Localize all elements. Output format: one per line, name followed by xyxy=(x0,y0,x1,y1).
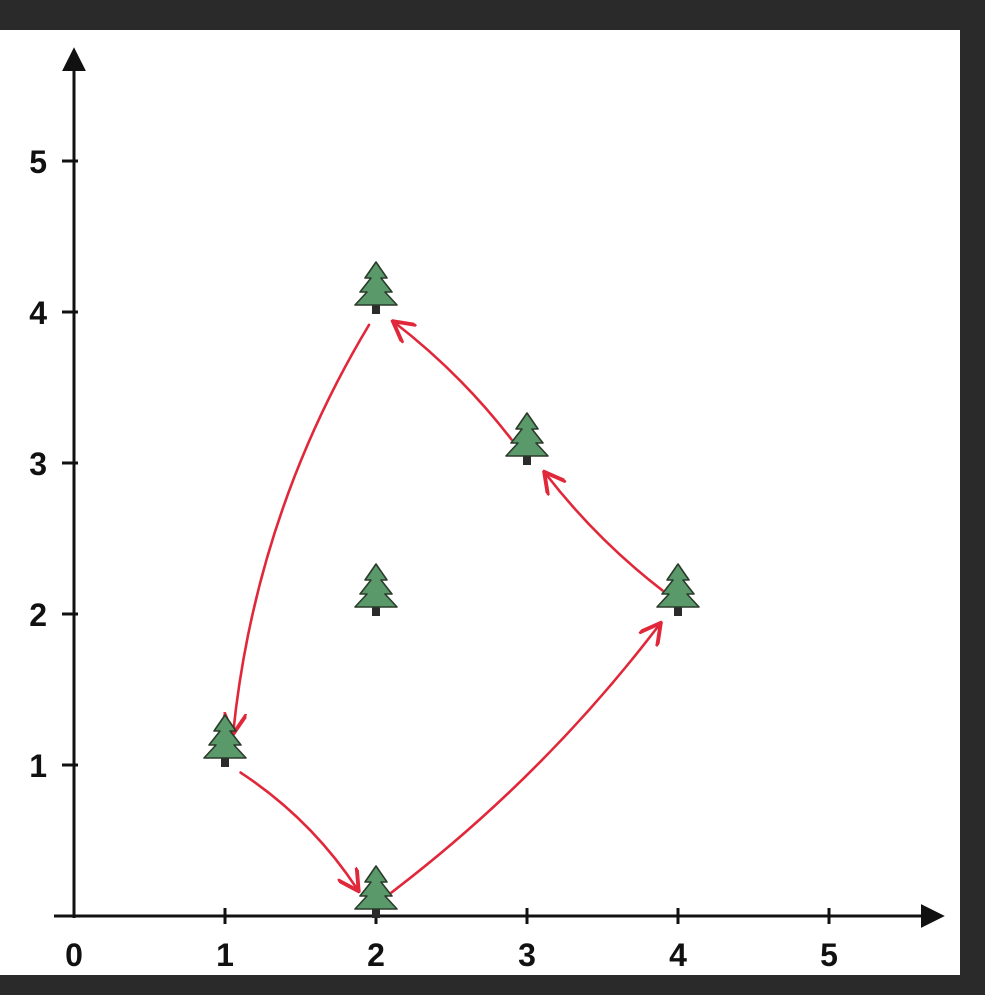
x-tick-label: 0 xyxy=(65,937,83,973)
tree-canopy xyxy=(354,865,398,910)
y-tick-label: 1 xyxy=(29,748,47,784)
tree-icon xyxy=(354,261,398,314)
tree-trunk xyxy=(674,606,682,616)
tree-canopy xyxy=(354,261,398,306)
tree-canopy xyxy=(354,563,398,608)
tree-trunk xyxy=(372,908,380,918)
x-tick-label: 1 xyxy=(216,937,234,973)
tree-trunk xyxy=(372,304,380,314)
tree-icon xyxy=(203,714,247,767)
axes xyxy=(54,47,945,928)
hull-path xyxy=(233,322,664,894)
tree-trunk xyxy=(372,606,380,616)
y-tick-label: 5 xyxy=(29,144,47,180)
x-tick-label: 3 xyxy=(518,937,536,973)
data-points xyxy=(203,261,700,918)
x-tick-label: 2 xyxy=(367,937,385,973)
tree-canopy xyxy=(656,563,700,608)
tree-icon xyxy=(505,412,549,465)
hull-arrow xyxy=(394,322,513,441)
tree-trunk xyxy=(221,757,229,767)
hull-arrow xyxy=(390,624,660,894)
tree-canopy xyxy=(203,714,247,759)
hull-arrow xyxy=(545,473,664,592)
x-tick-label: 4 xyxy=(669,937,687,973)
hull-arrow xyxy=(233,323,371,732)
tree-icon xyxy=(354,563,398,616)
x-tick-label: 5 xyxy=(820,937,838,973)
tree-icon xyxy=(656,563,700,616)
plot-panel xyxy=(0,30,960,975)
y-tick-label: 4 xyxy=(29,295,47,331)
y-tick-label: 2 xyxy=(29,597,47,633)
tree-canopy xyxy=(505,412,549,457)
tree-trunk xyxy=(523,455,531,465)
ticks: 0 1 2 3 4 5 1 2 3 4 5 xyxy=(29,144,838,973)
hull-arrow xyxy=(239,771,358,890)
tree-icon xyxy=(354,865,398,918)
y-tick-label: 3 xyxy=(29,446,47,482)
